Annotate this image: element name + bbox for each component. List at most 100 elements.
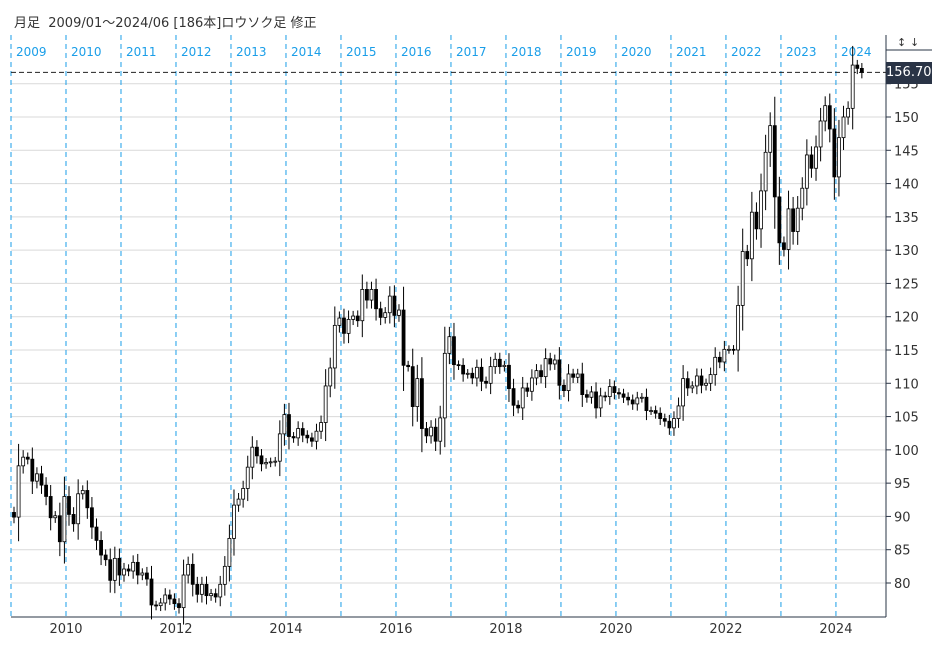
candle-body-up [749, 211, 754, 260]
y-tick-label: 120 [894, 311, 919, 326]
candle [782, 236, 786, 257]
candle [122, 562, 126, 582]
candle [607, 379, 612, 405]
candle [479, 358, 484, 392]
current-price-label: 156.70 [886, 62, 932, 84]
candle-body-down [374, 289, 378, 310]
x-tick-label: 2018 [489, 622, 522, 637]
expand-vertical-icon[interactable]: ↕ [897, 36, 907, 49]
candle-body-up [282, 414, 287, 435]
candle-body-up [21, 456, 26, 467]
candle [90, 497, 94, 539]
candle [332, 306, 337, 389]
candle [241, 480, 246, 508]
candle-body-up [727, 348, 731, 351]
y-tick-label: 105 [894, 411, 919, 426]
candle [832, 108, 837, 200]
candle [323, 369, 328, 442]
candle [841, 105, 846, 150]
candle [236, 493, 241, 512]
year-label: 2014 [291, 45, 322, 59]
year-label: 2024 [841, 45, 872, 59]
year-label: 2015 [346, 45, 377, 59]
candle [57, 502, 62, 557]
candle-body-up [823, 105, 828, 122]
candle [337, 311, 342, 333]
candle [112, 546, 117, 594]
y-tick-label: 125 [894, 277, 919, 292]
candle [749, 191, 754, 282]
candle [291, 432, 296, 443]
x-tick-label: 2022 [709, 622, 742, 637]
candle-body-up [520, 387, 525, 409]
candle [103, 549, 108, 566]
candle [662, 413, 667, 427]
candle [731, 345, 736, 355]
candle [818, 107, 823, 162]
candle [534, 364, 539, 386]
candle-body-down [621, 393, 626, 398]
candle-body-up [332, 324, 337, 369]
candle [594, 382, 598, 419]
candle-body-down [94, 526, 99, 541]
candle [254, 440, 259, 464]
candle-body-down [667, 420, 672, 429]
candle-body-down [859, 68, 864, 73]
candle [548, 352, 553, 371]
candle [736, 285, 741, 372]
candle [502, 360, 507, 372]
candle [232, 489, 236, 556]
candle [612, 380, 617, 400]
candle-body-down [309, 437, 314, 442]
candle-body-down [44, 484, 48, 497]
candle-body-down [424, 428, 429, 437]
candle [552, 354, 557, 370]
candle [658, 407, 663, 426]
candle [410, 348, 415, 427]
candle [722, 340, 727, 372]
candle [200, 576, 204, 603]
y-tick-label: 90 [894, 510, 911, 525]
candle-body-down [827, 105, 832, 130]
candle [529, 369, 534, 401]
candle [690, 381, 695, 394]
candle [154, 600, 158, 611]
candle-body-up [62, 496, 67, 543]
candle-body-down [135, 561, 140, 576]
year-label: 2016 [401, 45, 432, 59]
x-tick-label: 2020 [599, 622, 632, 637]
chart-title: 月足 2009/01～2024/06 [186本]ロウソク足 修正 [14, 16, 317, 31]
y-tick-label: 85 [894, 544, 911, 559]
candle-body-down [85, 490, 90, 509]
candle [456, 360, 461, 370]
candle-body-up [314, 430, 319, 442]
candle-body-down [562, 384, 566, 392]
candle [296, 421, 301, 446]
candle [653, 405, 658, 419]
candle [190, 553, 195, 597]
year-label: 2019 [566, 45, 597, 59]
candle-body-down [653, 410, 658, 414]
candle [222, 556, 227, 596]
candle [649, 406, 653, 415]
candle-body-down [254, 446, 259, 457]
y-tick-label: 110 [894, 377, 919, 392]
candle [268, 457, 273, 468]
candle-body-down [548, 358, 553, 365]
candle-body-down [484, 380, 488, 384]
candle [763, 134, 768, 211]
candle-body-up [319, 422, 323, 432]
candle [442, 326, 447, 448]
candle-body-up [502, 364, 507, 368]
candle-body-down [48, 496, 53, 519]
candle [401, 286, 406, 391]
candle [672, 411, 676, 436]
scroll-down-icon[interactable]: ↓ [910, 36, 920, 49]
candle [768, 112, 773, 167]
candle [287, 402, 291, 450]
candle-body-down [99, 539, 103, 556]
candle [626, 392, 631, 406]
year-label: 2011 [126, 45, 157, 59]
candle-body-down [300, 428, 305, 436]
candle-body-up [209, 593, 213, 597]
